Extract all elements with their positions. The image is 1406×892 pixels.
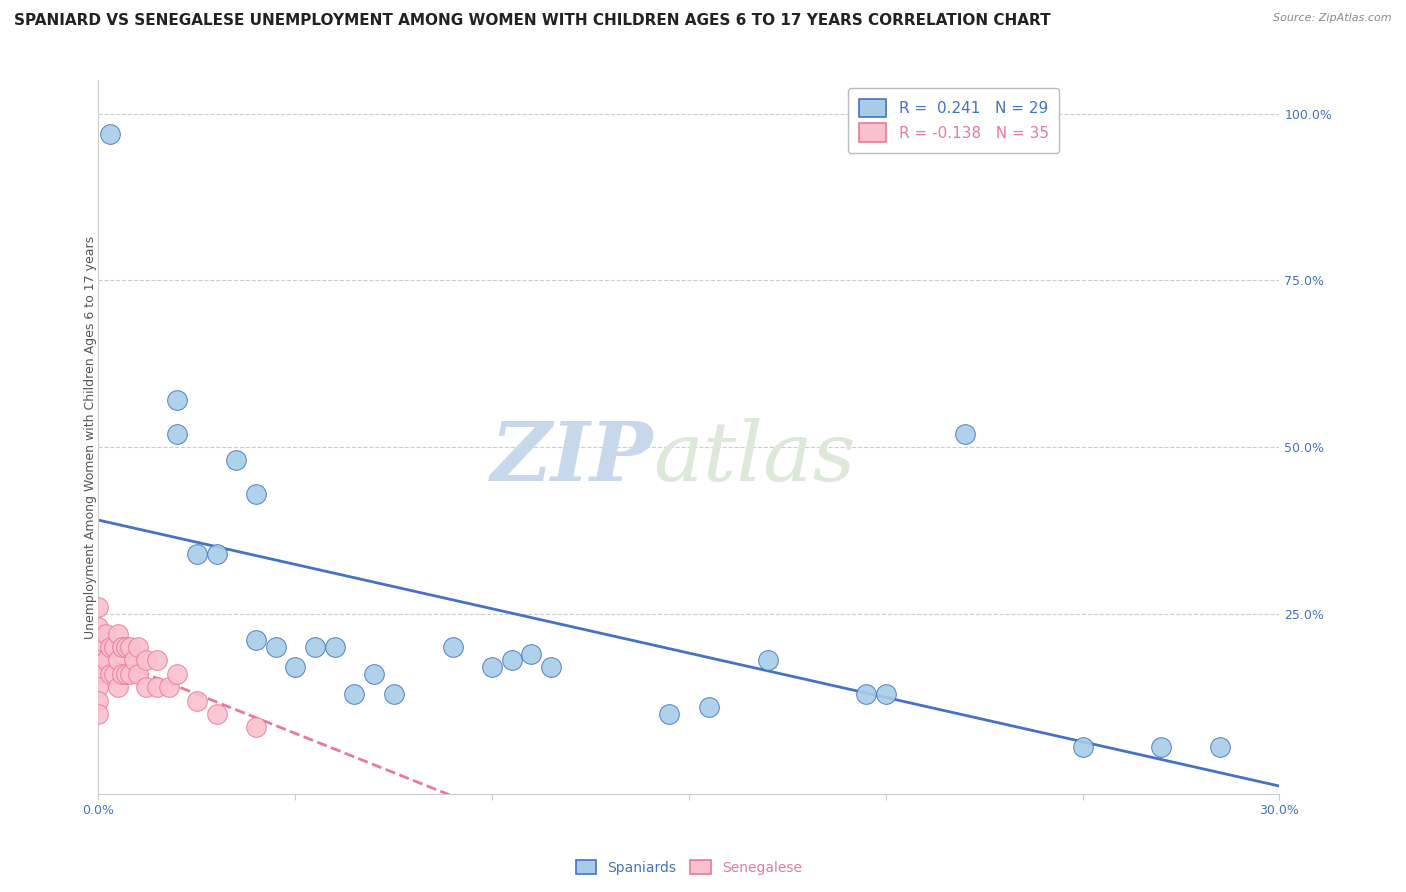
Point (103, 640, 125, 655)
Point (166, 393, 188, 408)
Point (146, 653, 169, 667)
Point (157, 680, 180, 694)
Text: ZIP: ZIP (491, 418, 654, 499)
Point (205, 706, 228, 721)
Point (107, 627, 129, 641)
Point (245, 720, 267, 734)
Point (245, 633, 267, 648)
Point (98, 640, 121, 655)
Point (166, 666, 188, 681)
Y-axis label: Unemployment Among Women with Children Ages 6 to 17 years: Unemployment Among Women with Children A… (83, 235, 97, 639)
Point (87, 600, 110, 615)
Point (96, 627, 118, 641)
Point (87, 693, 110, 707)
Point (166, 426, 188, 441)
Point (1209, 740, 1232, 755)
Point (111, 640, 134, 655)
Point (111, 666, 134, 681)
Point (481, 660, 503, 674)
Point (520, 647, 543, 661)
Point (127, 666, 149, 681)
Point (103, 666, 125, 681)
Point (87, 706, 110, 721)
Point (875, 687, 897, 701)
Point (697, 700, 720, 714)
Point (118, 640, 141, 655)
Point (953, 426, 976, 441)
Point (118, 666, 141, 681)
Point (186, 547, 208, 561)
Point (186, 693, 208, 707)
Point (756, 653, 779, 667)
Point (135, 653, 157, 667)
Point (304, 640, 326, 655)
Point (441, 640, 464, 655)
Point (284, 660, 307, 674)
Point (501, 653, 523, 667)
Point (855, 687, 877, 701)
Point (146, 680, 169, 694)
Point (363, 666, 385, 681)
Point (122, 653, 145, 667)
Point (107, 680, 129, 694)
Point (343, 687, 366, 701)
Point (87, 620, 110, 634)
Point (98, 666, 121, 681)
Point (658, 706, 681, 721)
Text: SPANIARD VS SENEGALESE UNEMPLOYMENT AMONG WOMEN WITH CHILDREN AGES 6 TO 17 YEARS: SPANIARD VS SENEGALESE UNEMPLOYMENT AMON… (14, 13, 1050, 29)
Text: atlas: atlas (654, 418, 856, 499)
Point (87, 640, 110, 655)
Point (107, 653, 129, 667)
Point (127, 640, 149, 655)
Legend: Spaniards, Senegalese: Spaniards, Senegalese (569, 855, 808, 880)
Point (115, 666, 138, 681)
Point (87, 666, 110, 681)
Point (264, 640, 287, 655)
Point (1071, 740, 1094, 755)
Point (87, 653, 110, 667)
Point (245, 487, 267, 501)
Point (225, 453, 247, 467)
Point (382, 687, 405, 701)
Point (205, 547, 228, 561)
Point (135, 680, 157, 694)
Point (96, 653, 118, 667)
Text: Source: ZipAtlas.com: Source: ZipAtlas.com (1274, 13, 1392, 23)
Point (1150, 740, 1173, 755)
Legend: R =  0.241   N = 29, R = -0.138   N = 35: R = 0.241 N = 29, R = -0.138 N = 35 (848, 88, 1059, 153)
Point (540, 660, 562, 674)
Point (115, 640, 138, 655)
Point (98, 127, 121, 141)
Point (323, 640, 346, 655)
Point (87, 680, 110, 694)
